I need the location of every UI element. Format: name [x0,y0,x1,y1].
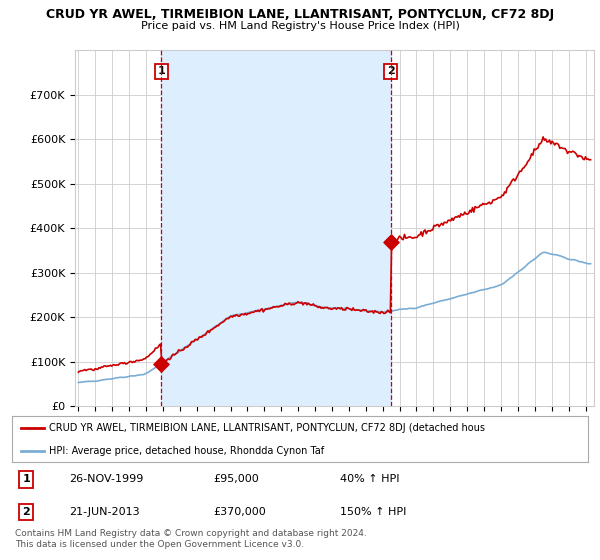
Text: 21-JUN-2013: 21-JUN-2013 [70,507,140,517]
Point [386,237,395,246]
Text: 1: 1 [23,474,30,484]
Text: 26-NOV-1999: 26-NOV-1999 [70,474,144,484]
Text: £370,000: £370,000 [214,507,266,517]
Text: 2: 2 [23,507,30,517]
Text: 2: 2 [387,67,395,76]
Text: CRUD YR AWEL, TIRMEIBION LANE, LLANTRISANT, PONTYCLUN, CF72 8DJ: CRUD YR AWEL, TIRMEIBION LANE, LLANTRISA… [46,8,554,21]
Text: 1: 1 [157,67,165,76]
Text: HPI: Average price, detached house, Rhondda Cynon Taf: HPI: Average price, detached house, Rhon… [49,446,325,455]
Text: CRUD YR AWEL, TIRMEIBION LANE, LLANTRISANT, PONTYCLUN, CF72 8DJ (detached hous: CRUD YR AWEL, TIRMEIBION LANE, LLANTRISA… [49,423,485,432]
Point [157,360,166,368]
Text: 150% ↑ HPI: 150% ↑ HPI [340,507,407,517]
Text: Price paid vs. HM Land Registry's House Price Index (HPI): Price paid vs. HM Land Registry's House … [140,21,460,31]
Bar [161,50,391,406]
Text: £95,000: £95,000 [214,474,259,484]
Text: 40% ↑ HPI: 40% ↑ HPI [340,474,400,484]
Text: Contains HM Land Registry data © Crown copyright and database right 2024.
This d: Contains HM Land Registry data © Crown c… [15,529,367,549]
